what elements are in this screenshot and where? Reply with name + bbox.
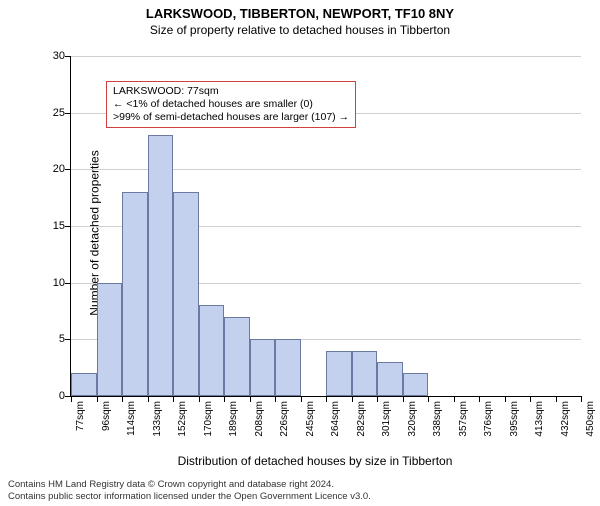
x-tick <box>352 396 353 402</box>
y-tick-label: 30 <box>35 50 65 62</box>
histogram-bar <box>122 192 148 396</box>
histogram-bar <box>71 373 97 396</box>
x-tick-label: 245sqm <box>305 401 316 437</box>
x-tick <box>403 396 404 402</box>
x-tick-label: 152sqm <box>177 401 188 437</box>
x-tick-label: 413sqm <box>534 401 545 437</box>
x-tick-label: 208sqm <box>254 401 265 437</box>
y-tick <box>65 283 71 284</box>
y-tick <box>65 113 71 114</box>
x-tick <box>250 396 251 402</box>
y-tick-label: 5 <box>35 333 65 345</box>
y-tick <box>65 56 71 57</box>
annotation-line: LARKSWOOD: 77sqm <box>113 85 349 98</box>
x-tick-label: 264sqm <box>330 401 341 437</box>
y-tick-label: 10 <box>35 277 65 289</box>
x-tick-label: 395sqm <box>509 401 520 437</box>
x-tick-label: 114sqm <box>126 401 137 436</box>
y-tick-label: 20 <box>35 163 65 175</box>
x-tick <box>97 396 98 402</box>
x-tick-label: 376sqm <box>483 401 494 437</box>
x-tick <box>505 396 506 402</box>
x-tick <box>454 396 455 402</box>
x-tick <box>122 396 123 402</box>
x-tick-label: 189sqm <box>228 401 239 437</box>
plot-area: 05101520253077sqm96sqm114sqm133sqm152sqm… <box>70 56 581 397</box>
footer-attribution: Contains HM Land Registry data © Crown c… <box>8 479 371 502</box>
x-tick-label: 338sqm <box>432 401 443 437</box>
x-tick-label: 226sqm <box>279 401 290 437</box>
x-tick <box>326 396 327 402</box>
histogram-bar <box>148 135 174 396</box>
histogram-bar <box>326 351 352 396</box>
x-tick <box>173 396 174 402</box>
page-subtitle: Size of property relative to detached ho… <box>0 23 600 37</box>
x-tick <box>581 396 582 402</box>
histogram-bar <box>275 339 301 396</box>
annotation-box: LARKSWOOD: 77sqm← <1% of detached houses… <box>106 81 356 128</box>
x-tick-label: 301sqm <box>381 401 392 437</box>
x-tick <box>530 396 531 402</box>
histogram-bar <box>97 283 123 396</box>
histogram-bar <box>250 339 276 396</box>
x-tick <box>199 396 200 402</box>
x-tick-label: 282sqm <box>356 401 367 437</box>
x-tick <box>71 396 72 402</box>
x-tick-label: 432sqm <box>560 401 571 437</box>
histogram-bar <box>173 192 199 396</box>
x-tick-label: 96sqm <box>101 401 112 431</box>
y-tick <box>65 169 71 170</box>
histogram-bar <box>199 305 225 396</box>
y-tick-label: 25 <box>35 107 65 119</box>
x-axis-title: Distribution of detached houses by size … <box>50 454 580 468</box>
histogram-bar <box>224 317 250 396</box>
x-tick-label: 170sqm <box>203 401 214 437</box>
x-tick-label: 77sqm <box>75 401 86 431</box>
page-title: LARKSWOOD, TIBBERTON, NEWPORT, TF10 8NY <box>0 6 600 21</box>
histogram-bar <box>352 351 378 396</box>
footer-line-2: Contains public sector information licen… <box>8 491 371 502</box>
y-tick <box>65 339 71 340</box>
x-tick <box>377 396 378 402</box>
annotation-line: ← <1% of detached houses are smaller (0) <box>113 98 349 111</box>
x-tick-label: 320sqm <box>407 401 418 437</box>
x-tick-label: 133sqm <box>152 401 163 437</box>
footer-line-1: Contains HM Land Registry data © Crown c… <box>8 479 371 490</box>
x-tick-label: 357sqm <box>458 401 469 437</box>
x-tick-label: 450sqm <box>585 401 596 437</box>
x-tick <box>428 396 429 402</box>
x-tick <box>556 396 557 402</box>
chart-container: Number of detached properties 0510152025… <box>50 56 580 426</box>
gridline <box>71 56 581 57</box>
annotation-line: >99% of semi-detached houses are larger … <box>113 111 349 124</box>
x-tick <box>301 396 302 402</box>
y-tick-label: 0 <box>35 390 65 402</box>
histogram-bar <box>377 362 403 396</box>
x-tick <box>148 396 149 402</box>
histogram-bar <box>403 373 429 396</box>
x-tick <box>275 396 276 402</box>
x-tick <box>479 396 480 402</box>
y-tick-label: 15 <box>35 220 65 232</box>
y-tick <box>65 226 71 227</box>
x-tick <box>224 396 225 402</box>
